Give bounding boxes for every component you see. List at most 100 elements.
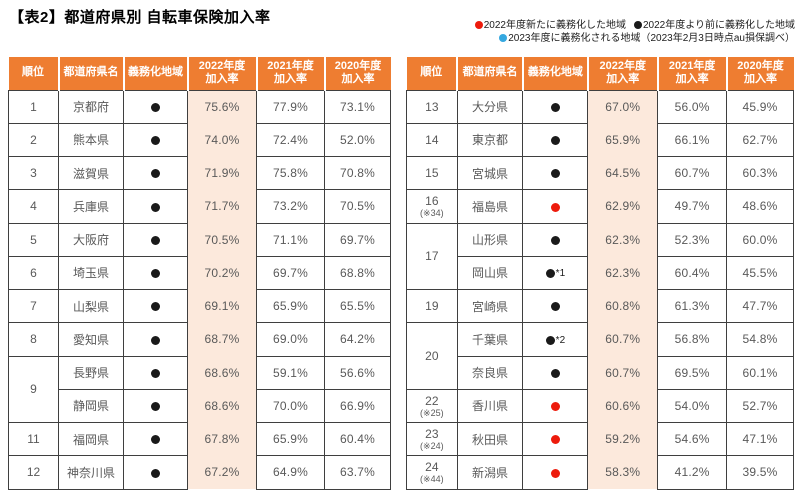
rate-2021-cell: 73.2%: [256, 189, 325, 224]
prefecture-cell: 山梨県: [58, 288, 124, 324]
mandate-black-dot-icon: [151, 335, 160, 345]
mandate-cell: [123, 421, 188, 457]
table-row: 19 宮崎県 60.8% 61.3% 47.7%: [406, 288, 794, 324]
table-row: 22 (※25) 香川県 60.6% 54.0% 52.7%: [406, 388, 794, 424]
rate-2021-cell: 70.0%: [256, 388, 325, 424]
rank-cell: 1: [8, 89, 59, 124]
rate-2020-cell: 68.8%: [324, 255, 391, 291]
mandate-cell: [123, 255, 188, 291]
tables-container: 順位 都道府県名 義務化地域 2022年度 加入率 2021年度 加入率 2020年度 加入率 1…: [8, 57, 794, 490]
table-row: 6 埼玉県 70.2% 69.7% 68.8%: [8, 255, 391, 291]
rate-2020-cell: 47.1%: [726, 421, 794, 457]
rate-2020-cell: 39.5%: [726, 455, 794, 490]
mandate-black-dot-icon: [151, 368, 160, 378]
table-row: 15 宮城県 64.5% 60.7% 60.3%: [406, 155, 794, 191]
mandate-black-dot-icon: [151, 235, 160, 245]
legend-item: 2023年度に義務化される地域: [499, 33, 641, 44]
col-header-1: 都道府県名: [57, 57, 124, 91]
red-dot-icon: [474, 21, 483, 29]
prefecture-cell: 秋田県: [456, 421, 524, 457]
rate-2022-cell: 65.9%: [587, 123, 659, 157]
mandate-black-dot-icon: [550, 235, 560, 245]
table-row: 静岡県 68.6% 70.0% 66.9%: [9, 388, 391, 424]
rate-2022-cell: 68.6%: [187, 389, 257, 423]
rate-2022-cell: 70.2%: [187, 256, 257, 290]
blue-dot-icon: [499, 34, 508, 42]
mandate-cell: [123, 222, 188, 257]
col-header-2: 義務化地域: [521, 57, 588, 91]
legend-note: （2023年2月3日時点au損保調べ）: [640, 33, 796, 44]
rate-2022-cell: 60.6%: [587, 389, 659, 423]
prefecture-cell: 岡山県: [456, 255, 524, 291]
rate-2021-cell: 52.3%: [657, 222, 728, 257]
prefecture-cell: 香川県: [456, 388, 524, 424]
rank-cell: 24 (※44): [406, 455, 458, 490]
mandate-black-dot-icon: [151, 402, 160, 412]
mandate-black-dot-icon: [151, 202, 160, 212]
rate-2021-cell: 75.8%: [256, 155, 325, 191]
legend-item: 2022年度より前に義務化した地域: [633, 20, 795, 31]
table-row: 奈良県 60.7% 69.5% 60.1%: [407, 355, 794, 390]
rate-2021-cell: 71.1%: [256, 222, 325, 257]
rate-2020-cell: 60.0%: [726, 222, 794, 257]
rate-2021-cell: 69.7%: [256, 255, 325, 291]
rank-cell: 6: [8, 255, 59, 291]
rate-2021-cell: 56.8%: [657, 322, 728, 357]
table-row: 23 (※24) 秋田県 59.2% 54.6% 47.1%: [406, 421, 794, 457]
mandate-black-dot-icon: [550, 102, 560, 112]
prefecture-cell: 静岡県: [58, 388, 124, 424]
rate-2022-cell: 67.0%: [587, 90, 659, 124]
rank-cell: 12: [8, 455, 59, 490]
rate-2021-cell: 77.9%: [256, 89, 325, 124]
rank-cell: 17: [406, 222, 458, 290]
insurance-rate-table-left: 順位 都道府県名 義務化地域 2022年度 加入率 2021年度 加入率 2020年度 加入率 1…: [8, 57, 391, 490]
rank-cell: 20: [406, 322, 458, 390]
table-row: 17 山形県 62.3% 52.3% 60.0%: [406, 222, 794, 290]
mandate-cell: [123, 388, 188, 424]
legend-item: 2022年度新たに義務化した地域: [474, 20, 626, 31]
table-row: 1 京都府 75.6% 77.9% 73.1%: [8, 89, 391, 124]
rank-cell: 19: [406, 288, 458, 324]
rank-cell: 11: [8, 421, 59, 457]
rate-2022-cell: 62.3%: [587, 256, 659, 290]
col-header-2: 義務化地域: [122, 57, 188, 91]
prefecture-cell: 兵庫県: [58, 189, 124, 224]
mandate-cell: *2: [522, 322, 589, 357]
col-header-4: 2021年度 加入率: [656, 57, 727, 91]
legend: 2022年度新たに義務化した地域 2022年度より前に義務化した地域 2023年度…: [467, 19, 795, 45]
prefecture-cell: 愛知県: [58, 322, 124, 357]
rate-2022-cell: 64.5%: [587, 156, 659, 190]
mandate-black-dot-icon: [545, 269, 555, 279]
rank-note: (※24): [420, 441, 444, 452]
table-row: 5 大阪府 70.5% 71.1% 69.7%: [8, 222, 391, 257]
rank-cell: 8: [8, 322, 59, 357]
rate-2021-cell: 69.0%: [256, 322, 325, 357]
col-header-5: 2020年度 加入率: [725, 57, 794, 91]
mandate-cell: [123, 189, 188, 224]
mandate-cell: [522, 288, 589, 324]
legend-line-2: 2023年度に義務化される地域（2023年2月3日時点au損保調べ）: [467, 32, 795, 45]
legend-label: 2022年度より前に義務化した地域: [642, 20, 795, 31]
mandate-cell: [123, 89, 188, 124]
rate-2020-cell: 70.8%: [324, 155, 391, 191]
rate-2021-cell: 54.0%: [657, 388, 728, 424]
col-header-5: 2020年度 加入率: [323, 57, 391, 91]
rank-cell: 9: [8, 355, 59, 423]
rate-2020-cell: 45.9%: [726, 89, 794, 124]
rank-cell: 5: [8, 222, 59, 257]
rate-2022-cell: 60.8%: [587, 289, 659, 323]
table-row: 16 (※34) 福島県 62.9% 49.7% 48.6%: [406, 189, 794, 224]
rate-2020-cell: 54.8%: [726, 322, 794, 357]
rate-2022-cell: 69.1%: [187, 289, 257, 323]
rate-2020-cell: 48.6%: [726, 189, 794, 224]
rate-2022-cell: 74.0%: [187, 123, 257, 157]
rate-2020-cell: 70.5%: [324, 189, 391, 224]
rate-2020-cell: 62.7%: [726, 122, 794, 158]
prefecture-cell: 宮城県: [456, 155, 524, 191]
prefecture-cell: 奈良県: [456, 355, 524, 390]
mandate-cell: [522, 388, 589, 424]
rate-2022-cell: 68.7%: [187, 322, 257, 356]
mandate-cell: [522, 222, 589, 257]
rate-2021-cell: 69.5%: [657, 355, 728, 390]
mandate-red-dot-icon: [550, 468, 560, 478]
